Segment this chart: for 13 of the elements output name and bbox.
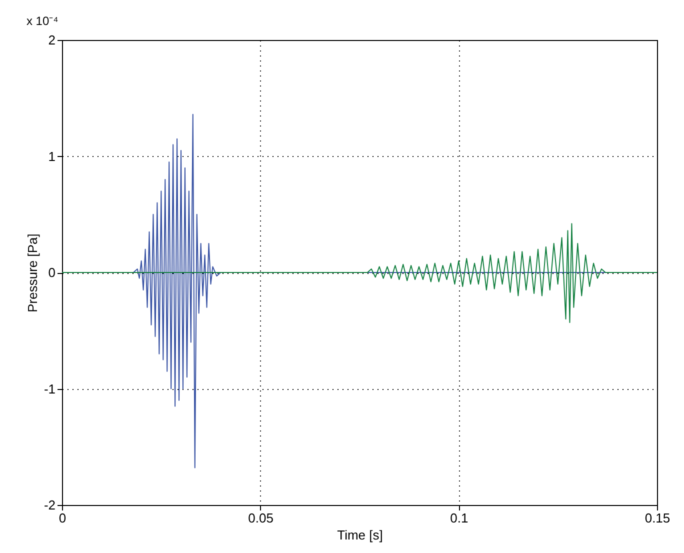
y-tick-label: 2 <box>48 32 56 48</box>
x-tick-label: 0.15 <box>644 510 670 526</box>
x-axis-title: Time [s] <box>337 528 383 542</box>
y-tick-label: 0 <box>48 265 56 280</box>
y-tick-label: 1 <box>48 148 56 164</box>
line-series <box>62 223 658 323</box>
y-tick-label: -2 <box>44 498 56 512</box>
x-tick-label: 0 <box>58 510 66 526</box>
y-tick-label: -1 <box>44 381 56 396</box>
x-tick-label: 0.05 <box>248 510 274 526</box>
y-axis-title: Pressure [Pa] <box>24 234 40 312</box>
text: x 10⁻⁴ <box>26 14 58 28</box>
x-tick-label: 0.1 <box>450 510 468 526</box>
